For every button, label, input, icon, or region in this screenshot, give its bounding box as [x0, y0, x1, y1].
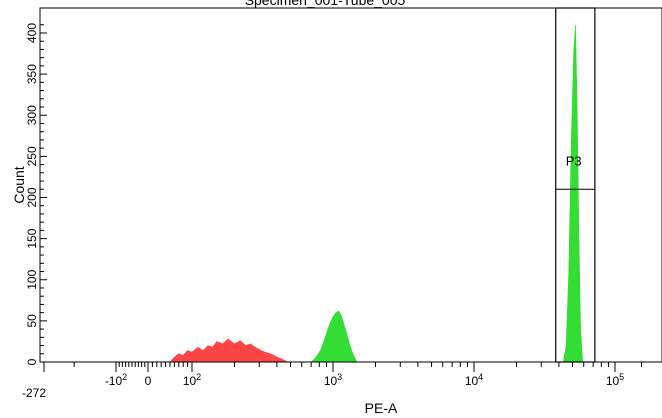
x-tick-label: 104	[465, 372, 483, 388]
y-tick-label: 250	[25, 146, 39, 166]
population-2-histogram	[310, 310, 358, 363]
y-tick-label: 400	[25, 23, 39, 43]
chart-title: Specimen_001-Tube_005	[245, 0, 406, 8]
y-tick-label: 50	[25, 314, 39, 328]
gate-p3-label: P3	[566, 153, 582, 168]
x-tick-label: 103	[324, 372, 342, 388]
x-axis-label: PE-A	[365, 400, 398, 416]
plot-frame	[39, 7, 662, 363]
x-tick-label: 0	[145, 374, 152, 388]
y-tick-label: 0	[25, 358, 39, 365]
y-tick-label: 200	[25, 187, 39, 207]
x-axis: -102 0 102 103 104 105 -272	[22, 362, 642, 400]
y-tick-label: 100	[25, 269, 39, 289]
y-tick-label: 150	[25, 228, 39, 248]
histogram-populations	[169, 24, 584, 363]
y-tick-label: 350	[25, 64, 39, 84]
population-1-histogram	[169, 338, 289, 363]
x-tick-label: 102	[183, 372, 201, 388]
x-tick-label: -102	[105, 372, 127, 388]
x-min-label: -272	[22, 386, 46, 400]
y-axis-label: Count	[11, 166, 27, 203]
x-tick-label: 105	[606, 372, 624, 388]
y-axis: 0 50 100 150 200 250 300 350 400	[25, 23, 47, 365]
y-tick-label: 300	[25, 105, 39, 125]
population-3-histogram	[562, 24, 584, 363]
